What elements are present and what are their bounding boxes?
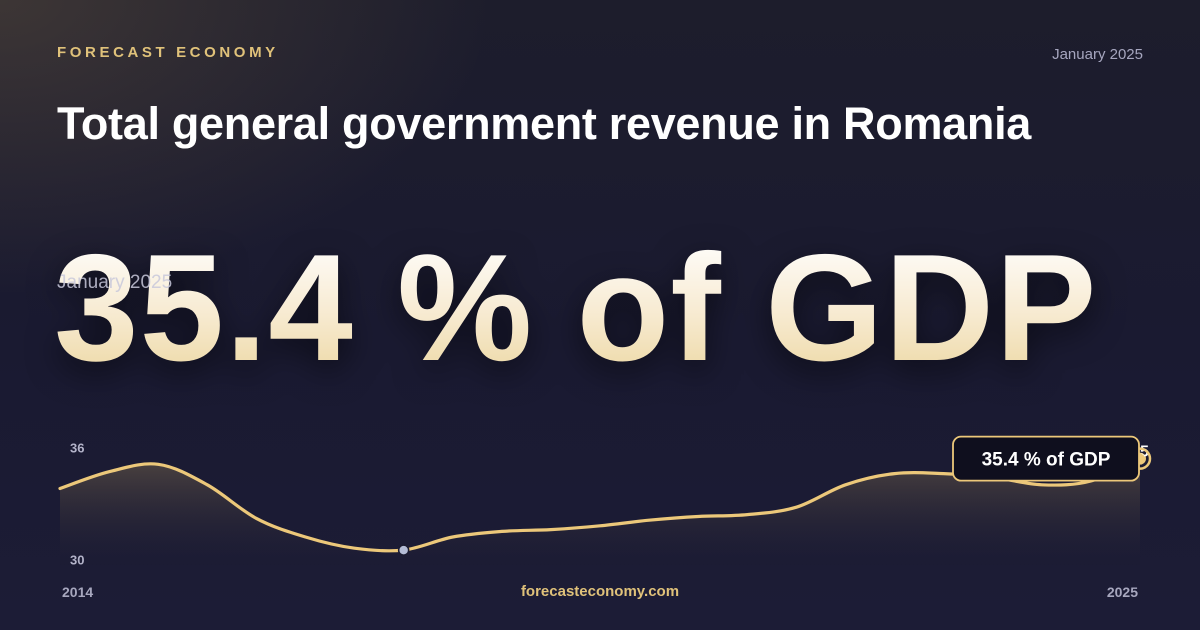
x-tick-label: 2014 [62,584,93,600]
headline-value: 35.4 % of GDP [54,223,1098,393]
last-value-label: 35.4 % of GDP [982,450,1111,471]
headline-date: January 2025 [57,272,173,293]
min-point [397,544,410,556]
brand-label: FORECAST ECONOMY [57,44,279,61]
website-label: forecasteconomy.com [520,583,680,600]
x-tick-label: 2025 [1107,584,1138,600]
y-tick-label: 36 [70,440,84,455]
last-value-callout [952,435,1140,482]
date-label: January 2025 [1052,46,1143,63]
page-title: Total general government revenue in Roma… [57,98,1032,149]
area-fill [60,458,1140,565]
y-tick-label: 30 [70,552,84,567]
